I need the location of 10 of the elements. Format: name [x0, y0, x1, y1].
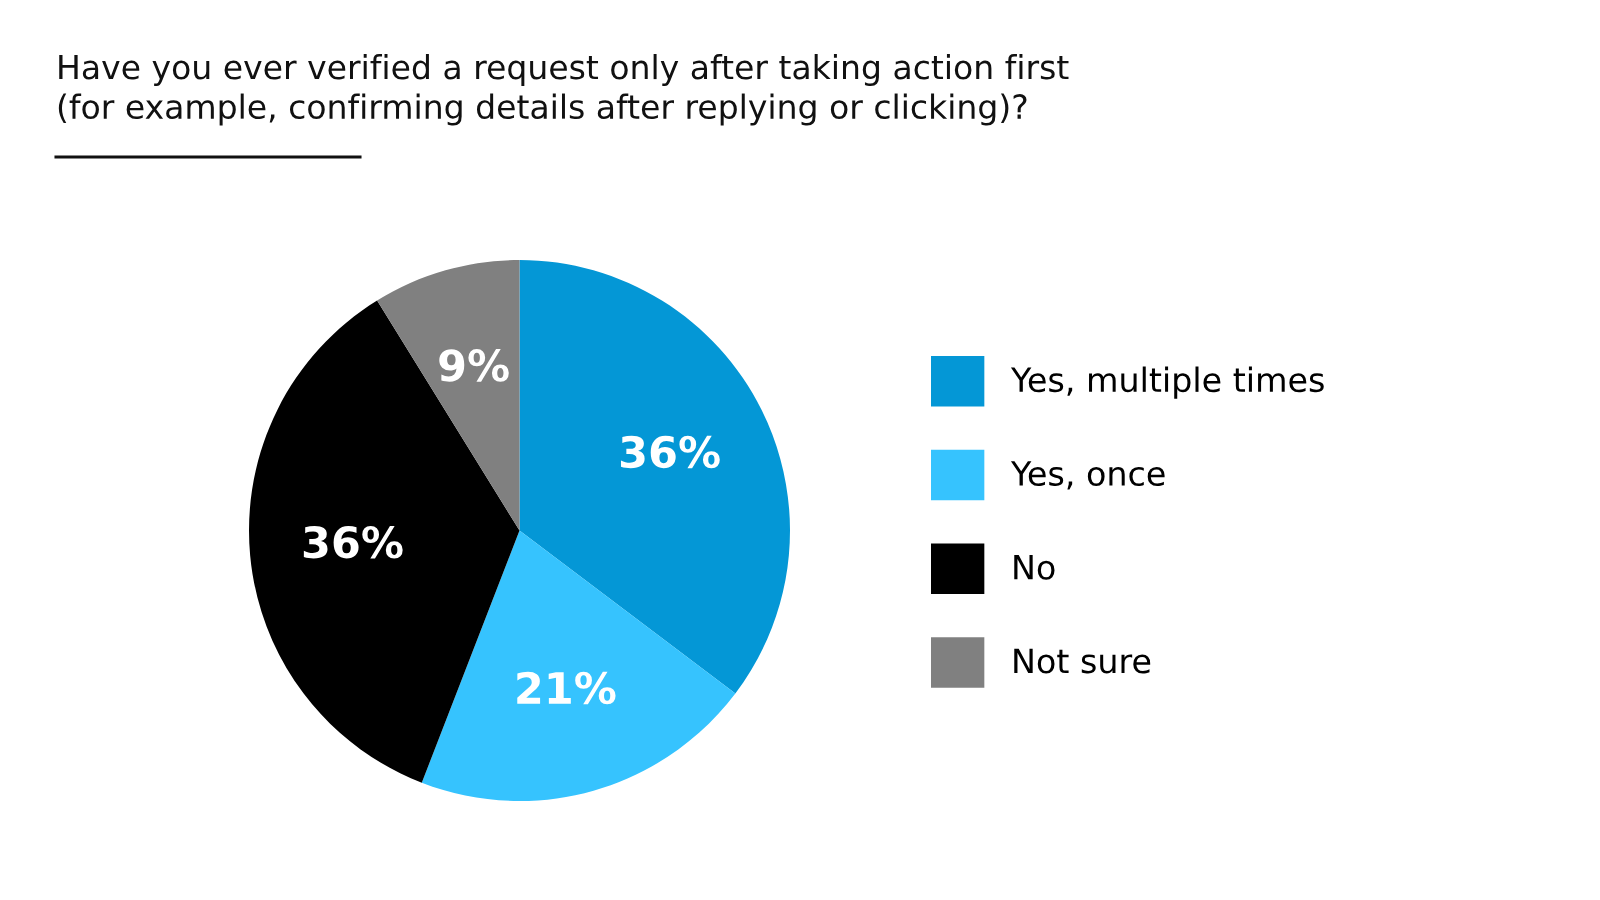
- data-label: 21%: [517, 671, 616, 705]
- legend-label: Not sure: [1014, 648, 1151, 674]
- legend-label: Yes, once: [1010, 461, 1165, 490]
- pie-slice: [421, 530, 736, 801]
- legend-label: Yes, multiple times: [1010, 366, 1324, 399]
- legend-label: No: [1014, 555, 1055, 580]
- data-label: 36%: [620, 435, 720, 469]
- data-label: 9%: [439, 349, 509, 382]
- chart-title: Have you ever verified a request only after taking action first (for example, confirming details after replying or clicking)?: [58, 54, 1069, 126]
- data-label: 36%: [303, 525, 403, 559]
